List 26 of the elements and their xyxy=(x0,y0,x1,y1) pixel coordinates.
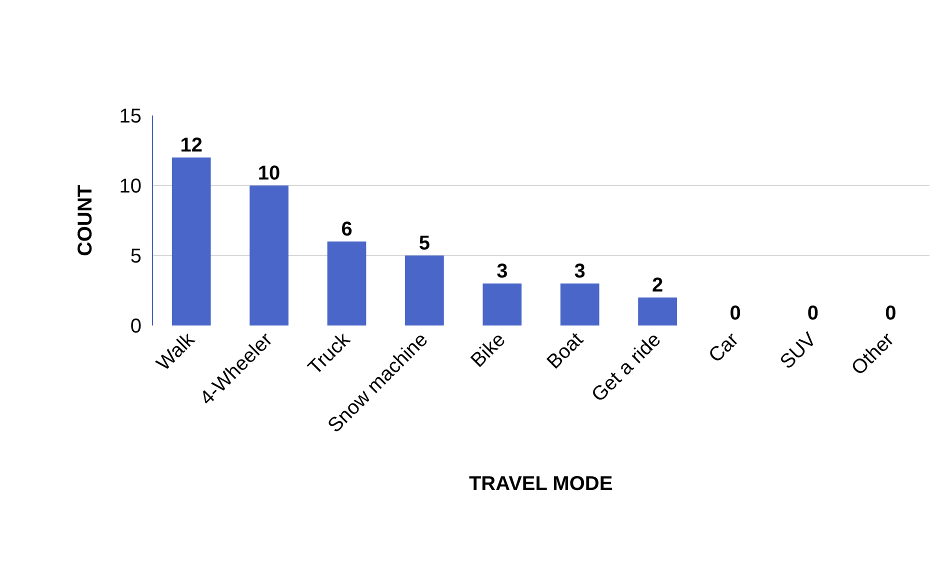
data-label: 0 xyxy=(807,302,819,324)
bar xyxy=(172,158,211,326)
x-tick-label: Bike xyxy=(466,328,510,372)
data-label: 2 xyxy=(652,274,664,296)
y-tick-label: 0 xyxy=(130,316,142,338)
bar xyxy=(638,298,677,326)
bar xyxy=(405,256,444,326)
bar xyxy=(482,284,522,326)
data-label: 0 xyxy=(730,302,741,324)
x-tick-label: Car xyxy=(704,328,744,368)
data-label: 10 xyxy=(258,162,280,184)
data-label: 6 xyxy=(341,218,352,240)
data-label: 3 xyxy=(574,260,586,282)
x-tick-label: Get a ride xyxy=(588,328,666,406)
y-axis-title: COUNT xyxy=(74,184,96,256)
bar xyxy=(560,284,600,326)
bar xyxy=(250,186,288,326)
data-label: 3 xyxy=(496,260,508,282)
data-label: 5 xyxy=(418,232,430,254)
y-tick-label: 5 xyxy=(130,246,142,268)
data-label: 0 xyxy=(885,302,896,324)
x-axis-title: TRAVEL MODE xyxy=(468,472,613,495)
bar xyxy=(327,242,366,326)
y-tick-label: 10 xyxy=(119,176,142,198)
data-label: 12 xyxy=(180,134,202,156)
y-tick-label: 15 xyxy=(119,106,142,128)
